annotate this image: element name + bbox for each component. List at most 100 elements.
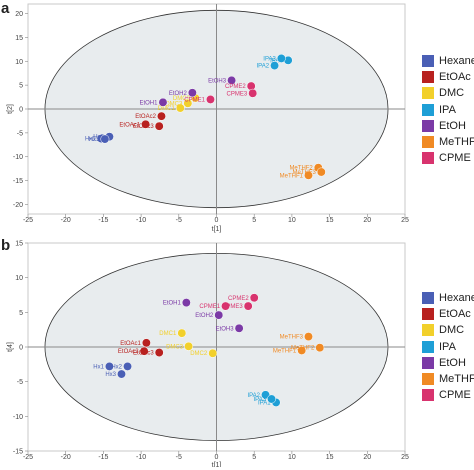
point-label: CPME2: [225, 84, 246, 90]
y-tick-label: 0: [19, 107, 23, 114]
y-tick-label: 15: [15, 35, 23, 42]
legend-a: Hexane EtOAc DMC IPA EtOH MeTHF CPME: [422, 53, 474, 166]
data-point: [249, 293, 259, 303]
point-label: EtOH1: [139, 100, 158, 106]
legend-swatch: [422, 103, 434, 116]
point-label: IPA1: [258, 400, 271, 406]
data-point: [227, 75, 237, 85]
x-tick-label: -20: [61, 217, 71, 224]
legend-swatch: [422, 136, 434, 149]
legend-swatch: [422, 356, 434, 369]
point-label: MeTHF2: [291, 346, 315, 352]
y-tick-label: 10: [15, 275, 23, 282]
x-tick-label: -10: [136, 454, 146, 461]
legend-label: Hexane: [439, 55, 474, 68]
legend-item: IPA: [422, 339, 474, 355]
data-point: [187, 88, 197, 98]
data-point: [139, 346, 149, 356]
data-point: [104, 361, 114, 371]
legend-item: MeTHF: [422, 371, 474, 387]
point-label: DMC2: [190, 351, 208, 357]
point-label: DMC2: [173, 96, 191, 102]
data-point: [158, 97, 168, 107]
legend-label: IPA: [439, 340, 456, 353]
legend-label: MeTHF: [439, 373, 474, 386]
x-tick-label: 5: [252, 454, 256, 461]
legend-label: EtOH: [439, 356, 466, 369]
point-label: Hx3: [89, 137, 100, 143]
legend-label: DMC: [439, 87, 465, 100]
legend-label: EtOAc: [439, 71, 471, 84]
x-tick-label: 0: [215, 217, 219, 224]
data-point: [154, 348, 164, 357]
data-point: [304, 170, 313, 180]
legend-item: IPA: [422, 102, 474, 118]
point-label: IPA3: [253, 397, 266, 403]
point-label: CPME1: [184, 97, 205, 103]
point-label: CPME3: [222, 304, 243, 310]
data-point: [304, 332, 313, 342]
point-label: MeTHF1: [280, 173, 304, 179]
legend-swatch: [422, 292, 434, 305]
data-point: [206, 95, 215, 104]
legend-label: IPA: [439, 103, 456, 116]
x-tick-label: -15: [98, 454, 108, 461]
data-point: [246, 81, 256, 91]
y-axis-label: t[4]: [7, 342, 14, 352]
point-label: MeTHF3: [280, 335, 304, 341]
x-tick-label: 20: [363, 454, 371, 461]
point-label: Hx1: [93, 364, 104, 370]
legend-label: Hexane: [439, 292, 474, 305]
data-point: [184, 341, 194, 351]
data-point: [117, 369, 126, 379]
point-label: DMC3: [165, 101, 183, 107]
x-axis-label: t[1]: [212, 226, 222, 233]
data-point: [214, 310, 224, 320]
legend-swatch: [422, 87, 434, 100]
data-point: [243, 301, 253, 311]
scatter-plot-b: -25 -20 -15 -10 -5 0 5 10 15 20 25 -15 -10 -5 0 5 10 15 t[…: [7, 241, 409, 468]
x-tick-label: -5: [176, 454, 182, 461]
point-label: EtOAc1: [119, 122, 140, 128]
y-tick-label: 5: [19, 83, 23, 90]
y-tick-label: -15: [13, 449, 23, 456]
point-label: EtOH3: [208, 78, 227, 84]
x-tick-label: 25: [401, 454, 409, 461]
data-point: [154, 121, 164, 131]
y-tick-label: 10: [15, 59, 23, 66]
x-tick-label: 5: [252, 217, 256, 224]
point-label: DMC1: [159, 331, 177, 337]
x-axis-label: t[1]: [212, 462, 222, 467]
x-tick-label: 10: [288, 454, 296, 461]
legend-item: CPME: [422, 387, 474, 403]
legend-item: EtOAc: [422, 306, 474, 322]
point-label: MeTHF2: [289, 166, 313, 172]
data-point: [315, 343, 325, 353]
legend-item: EtOH: [422, 355, 474, 371]
data-point: [221, 301, 230, 311]
legend-item: Hexane: [422, 290, 474, 306]
legend-swatch: [422, 152, 434, 165]
x-tick-label: -10: [136, 217, 146, 224]
data-point: [248, 88, 258, 98]
x-tick-label: 20: [363, 217, 371, 224]
point-label: EtOH2: [169, 91, 188, 97]
x-tick-label: -20: [61, 454, 71, 461]
x-tick-label: 0: [215, 454, 219, 461]
legend-swatch: [422, 308, 434, 321]
legend-swatch: [422, 340, 434, 353]
y-tick-label: -15: [13, 178, 23, 185]
point-label: Hx2: [111, 364, 122, 370]
y-tick-label: -10: [13, 414, 23, 421]
point-label: EtOH1: [163, 301, 182, 307]
data-point: [141, 338, 151, 348]
data-point: [316, 167, 326, 177]
point-label: CPME3: [227, 91, 248, 97]
data-point: [177, 328, 187, 338]
point-label: IPA3: [263, 56, 276, 62]
legend-item: DMC: [422, 322, 474, 338]
panel-letter-a: a: [1, 0, 10, 17]
legend-label: EtOAc: [439, 308, 471, 321]
x-tick-label: -25: [23, 217, 33, 224]
x-tick-label: 25: [401, 217, 409, 224]
